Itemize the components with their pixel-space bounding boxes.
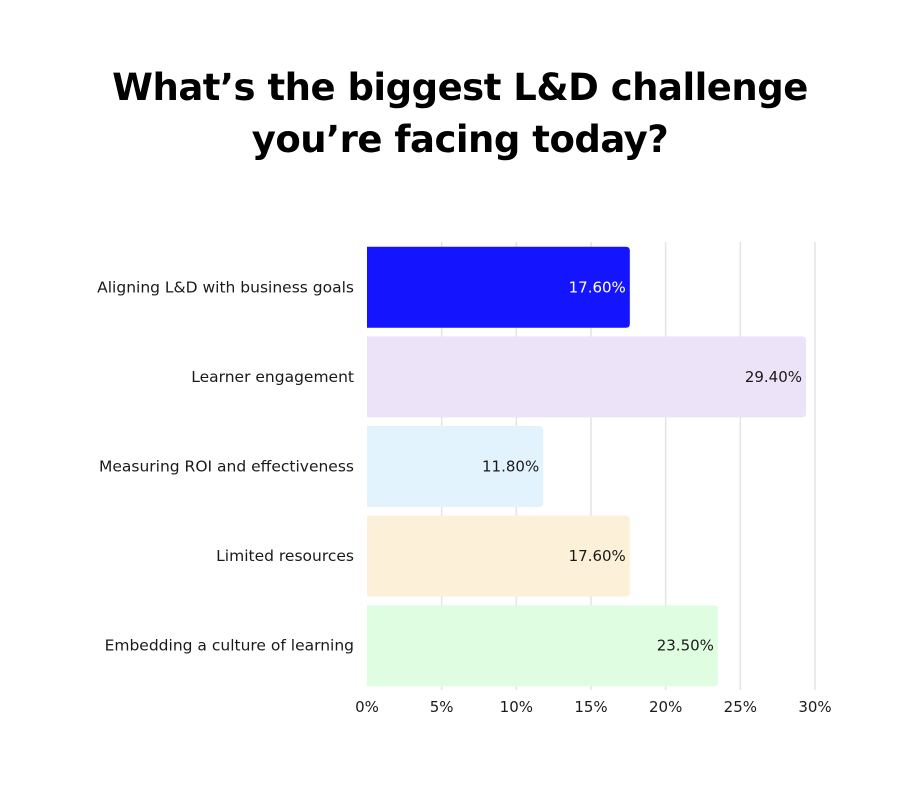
- bar: [367, 426, 544, 507]
- x-tick-label: 5%: [430, 698, 454, 716]
- data-label: 29.40%: [745, 368, 802, 386]
- data-label: 11.80%: [482, 458, 539, 476]
- x-tick-label: 10%: [500, 698, 533, 716]
- category-label: Aligning L&D with business goals: [97, 278, 354, 296]
- bar: [367, 336, 807, 418]
- x-tick-label: 0%: [355, 698, 379, 716]
- category-label: Learner engagement: [191, 368, 354, 386]
- chart-title: What’s the biggest L&D challenge you’re …: [0, 62, 920, 166]
- chart-title-line-1: What’s the biggest L&D challenge: [112, 66, 808, 109]
- x-tick-label: 20%: [649, 698, 682, 716]
- data-label: 23.50%: [657, 637, 714, 655]
- x-tick-label: 25%: [724, 698, 757, 716]
- x-tick-label: 30%: [798, 698, 831, 716]
- data-label: 17.60%: [569, 278, 626, 296]
- category-label: Limited resources: [216, 547, 354, 565]
- data-label: 17.60%: [569, 547, 626, 565]
- bar: [367, 515, 630, 597]
- category-label: Measuring ROI and effectiveness: [99, 458, 354, 476]
- x-tick-label: 15%: [574, 698, 607, 716]
- bar: [367, 605, 718, 687]
- category-label: Embedding a culture of learning: [105, 637, 354, 655]
- bar: [367, 246, 630, 328]
- chart-title-line-2: you’re facing today?: [251, 118, 669, 161]
